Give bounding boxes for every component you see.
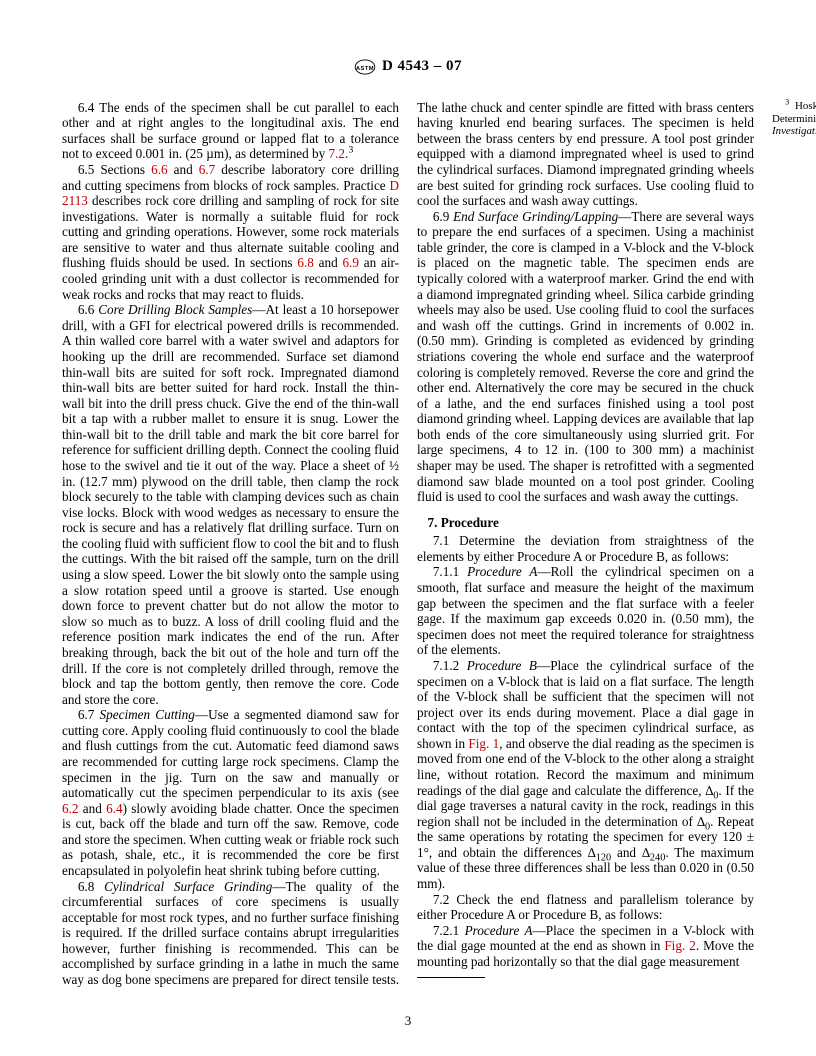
ref-6-9: 6.9	[342, 255, 358, 270]
para-7-1-1: 7.1.1 Procedure A—Roll the cylindrical s…	[417, 564, 754, 657]
heading-core-drilling: Core Drilling Block Samples	[98, 302, 252, 317]
para-7-2: 7.2 Check the end flatness and paralleli…	[417, 892, 754, 923]
ref-6-8: 6.8	[297, 255, 313, 270]
page-number: 3	[0, 1013, 816, 1028]
ref-fig-2: Fig. 2	[664, 938, 696, 953]
para-6-7: 6.7 Specimen Cutting—Use a segmented dia…	[62, 707, 399, 878]
heading-cyl-grinding: Cylindrical Surface Grinding	[104, 879, 272, 894]
designation-text: D 4543 – 07	[382, 58, 462, 76]
svg-text:ASTM: ASTM	[356, 66, 374, 72]
para-7-1: 7.1 Determine the deviation from straigh…	[417, 533, 754, 564]
footnote-3-marker: 3	[785, 97, 789, 106]
footnote-3: 3 Hoskins, J. R., and Horino, F. G., "Ef…	[772, 100, 816, 139]
para-6-9: 6.9 End Surface Grinding/Lapping—There a…	[417, 209, 754, 505]
footnote-marker-3: 3	[348, 145, 353, 156]
heading-specimen-cutting: Specimen Cutting	[100, 707, 195, 722]
footnote-rule	[417, 977, 485, 978]
para-7-2-1: 7.2.1 Procedure A—Place the specimen in …	[417, 923, 754, 970]
ref-6-6: 6.6	[151, 162, 167, 177]
heading-procedure-a-1: Procedure A	[467, 564, 537, 579]
ref-6-2: 6.2	[62, 801, 78, 816]
para-6-4: 6.4 The ends of the specimen shall be cu…	[62, 100, 399, 162]
ref-7-2: 7.2	[329, 146, 345, 161]
section-7-heading: 7. Procedure	[417, 515, 754, 531]
para-6-6: 6.6 Core Drilling Block Samples—At least…	[62, 302, 399, 707]
heading-procedure-b-1: Procedure B	[467, 658, 537, 673]
standard-header: ASTM D 4543 – 07	[62, 58, 754, 76]
heading-procedure-a-2: Procedure A	[465, 923, 533, 938]
ref-6-7: 6.7	[199, 162, 215, 177]
heading-end-grinding: End Surface Grinding/Lapping	[453, 209, 618, 224]
ref-6-4: 6.4	[106, 801, 122, 816]
para-7-1-2: 7.1.2 Procedure B—Place the cylindrical …	[417, 658, 754, 892]
page: ASTM D 4543 – 07 6.4 The ends of the spe…	[0, 0, 816, 1056]
para-6-5: 6.5 Sections 6.6 and 6.7 describe labora…	[62, 162, 399, 302]
astm-logo-icon: ASTM	[354, 59, 376, 75]
ref-fig-1: Fig. 1	[468, 736, 499, 751]
body-columns: 6.4 The ends of the specimen shall be cu…	[62, 100, 754, 1002]
